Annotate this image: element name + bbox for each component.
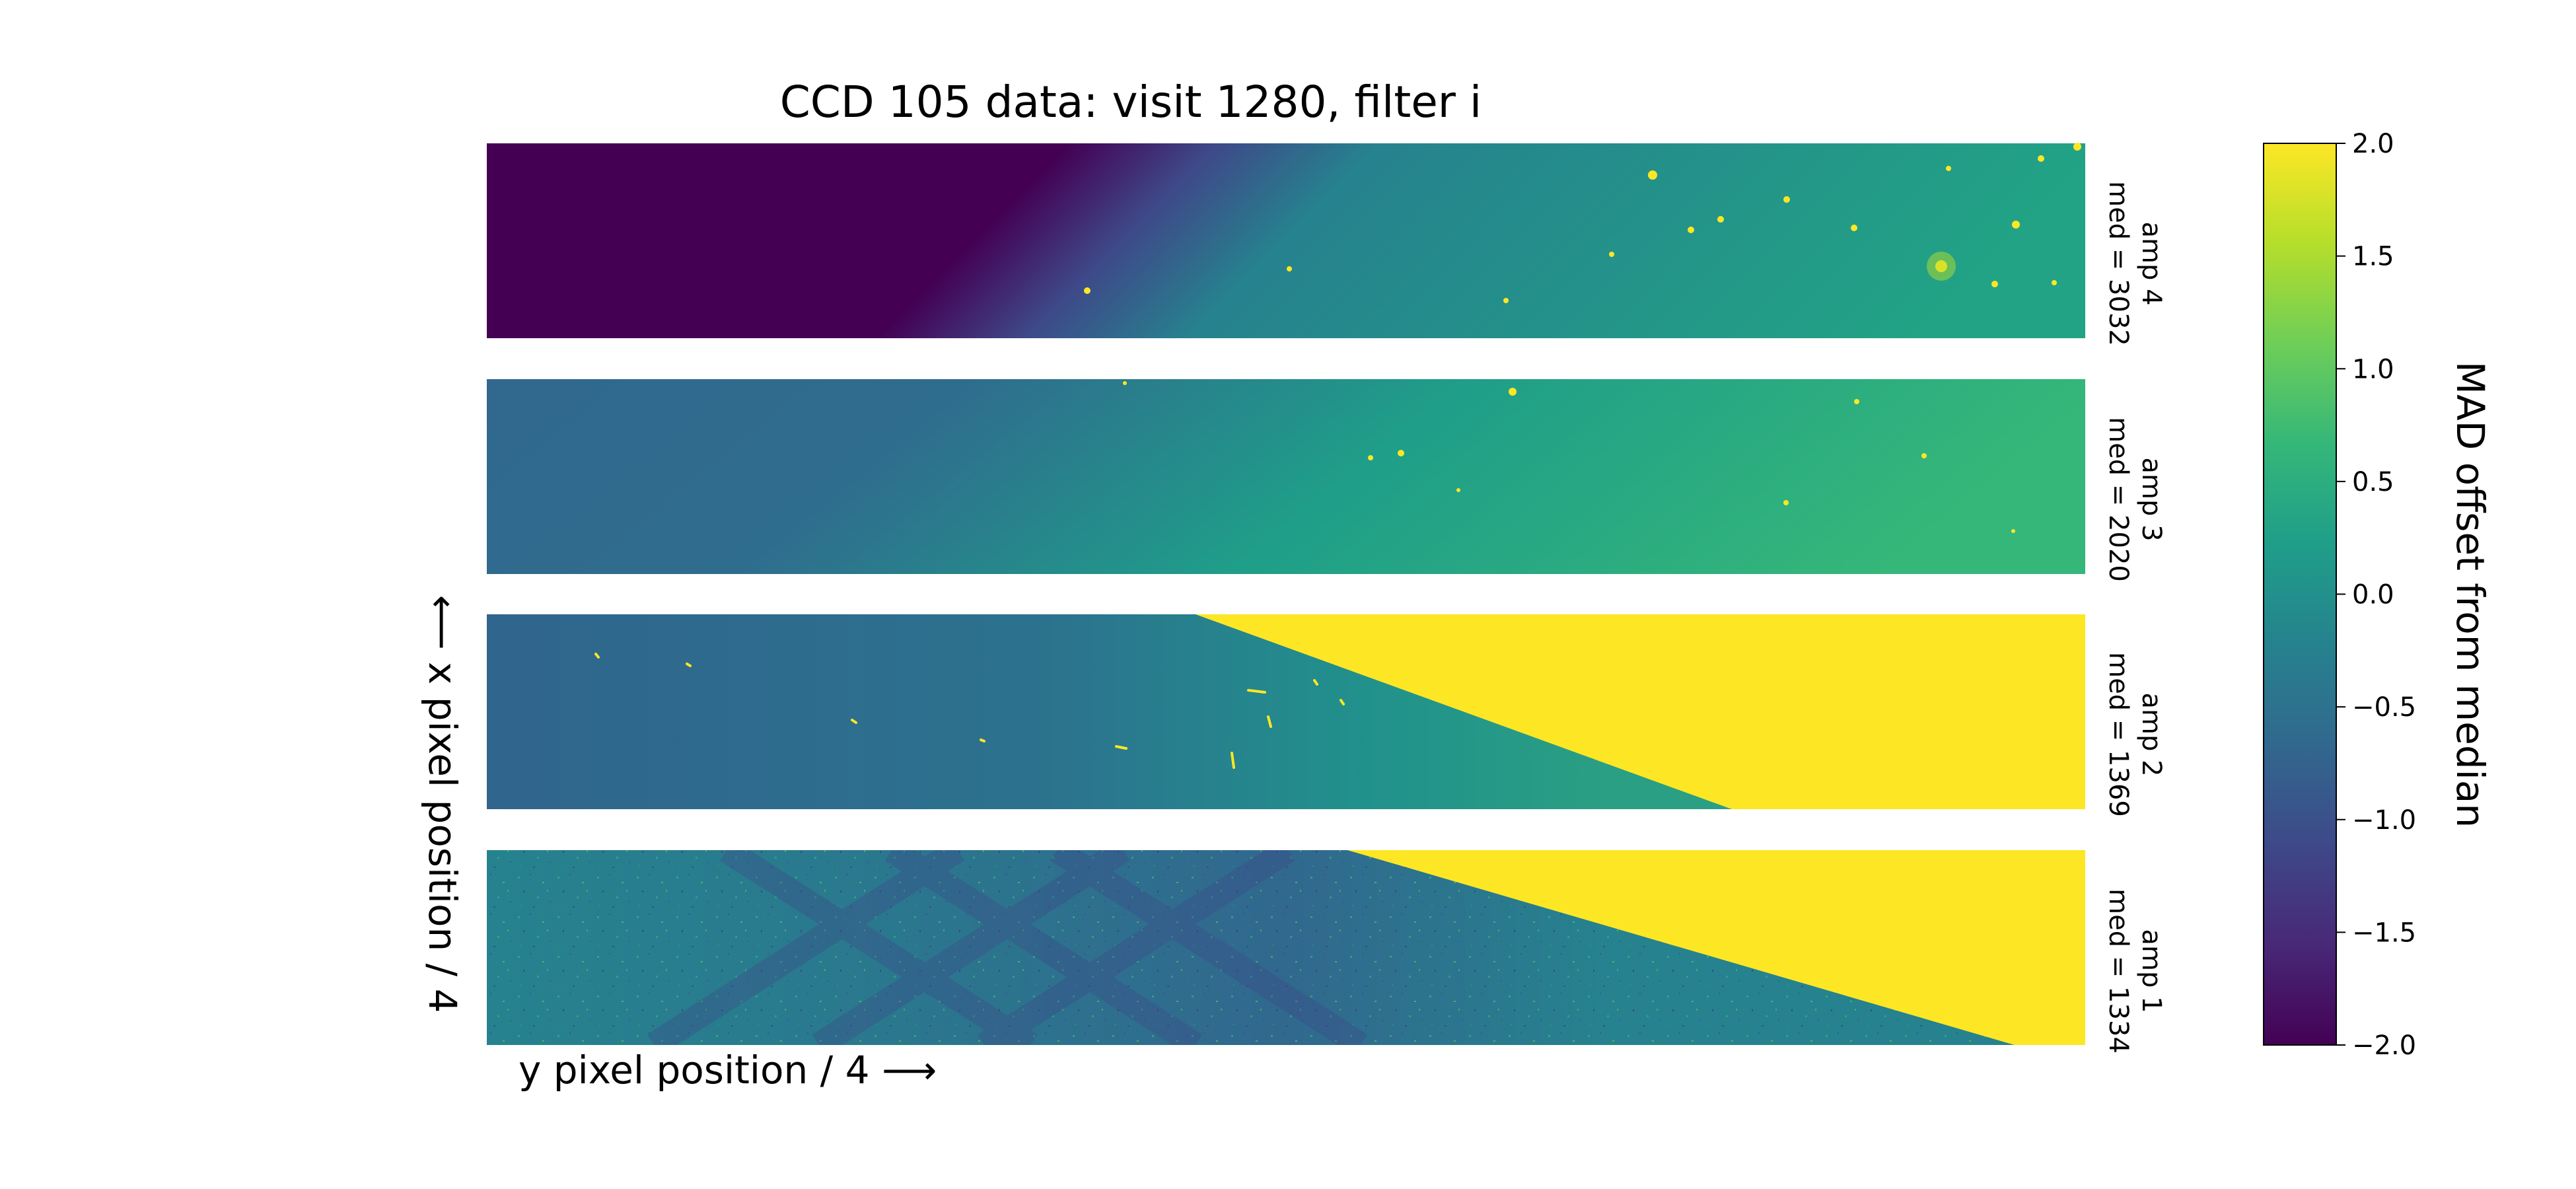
amp-4-median-label: med = 3032 xyxy=(2103,181,2133,346)
colorbar-tick-label: −0.5 xyxy=(2352,692,2416,723)
panel-amp-4 xyxy=(487,143,2085,338)
colorbar: 2.0 1.5 1.0 0.5 0.0 −0.5 −1.0 −1.5 −2.0 MAD offs… xyxy=(2263,129,2493,1061)
amp-1-median-label: med = 1334 xyxy=(2103,888,2133,1054)
amp-3-stars xyxy=(1123,381,2015,533)
amp-4-stars xyxy=(1084,143,2081,303)
amp-2-saturated-region xyxy=(1196,614,2085,809)
x-axis-label: y pixel position / 4 ⟶ xyxy=(519,1048,937,1093)
amp-4-label: amp 4 xyxy=(2136,221,2166,305)
panel-amp-3 xyxy=(487,379,2085,574)
panel-labels: amp 4 med = 3032 amp 3 med = 2020 amp 2 … xyxy=(2103,181,2166,1054)
amp-3-image xyxy=(487,379,2085,574)
colorbar-gradient xyxy=(2263,143,2337,1046)
colorbar-tick-label: −2.0 xyxy=(2352,1030,2416,1061)
panel-amp-1 xyxy=(487,850,2085,1045)
colorbar-tick-label: −1.0 xyxy=(2352,805,2416,836)
amp-2-label: amp 2 xyxy=(2136,692,2166,776)
colorbar-tick-label: 0.5 xyxy=(2352,467,2394,497)
amp-3-median-label: med = 2020 xyxy=(2103,417,2133,582)
y-axis-label: ⟵ x pixel position / 4 xyxy=(420,594,465,1013)
colorbar-tick-label: 1.0 xyxy=(2352,354,2394,384)
colorbar-tick-label: −1.5 xyxy=(2352,918,2416,948)
colorbar-label: MAD offset from median xyxy=(2448,361,2493,828)
amp-1-diagonal-bands xyxy=(647,850,1368,1045)
colorbar-tick-label: 0.0 xyxy=(2352,580,2394,610)
colorbar-tick-label: 2.0 xyxy=(2352,129,2394,159)
amp-2-artifacts xyxy=(594,653,1345,769)
amp-4-image xyxy=(487,143,2085,338)
amp-1-label: amp 1 xyxy=(2136,929,2166,1013)
chart-title: CCD 105 data: visit 1280, filter i xyxy=(780,77,1482,127)
amp-3-label: amp 3 xyxy=(2136,457,2166,541)
colorbar-tick-label: 1.5 xyxy=(2352,242,2394,272)
amp-1-saturated-region xyxy=(1347,850,2085,1045)
amp-2-median-label: med = 1369 xyxy=(2103,652,2133,817)
panel-amp-2 xyxy=(487,614,2085,809)
colorbar-ticks: 2.0 1.5 1.0 0.5 0.0 −0.5 −1.0 −1.5 −2.0 xyxy=(2336,129,2416,1061)
